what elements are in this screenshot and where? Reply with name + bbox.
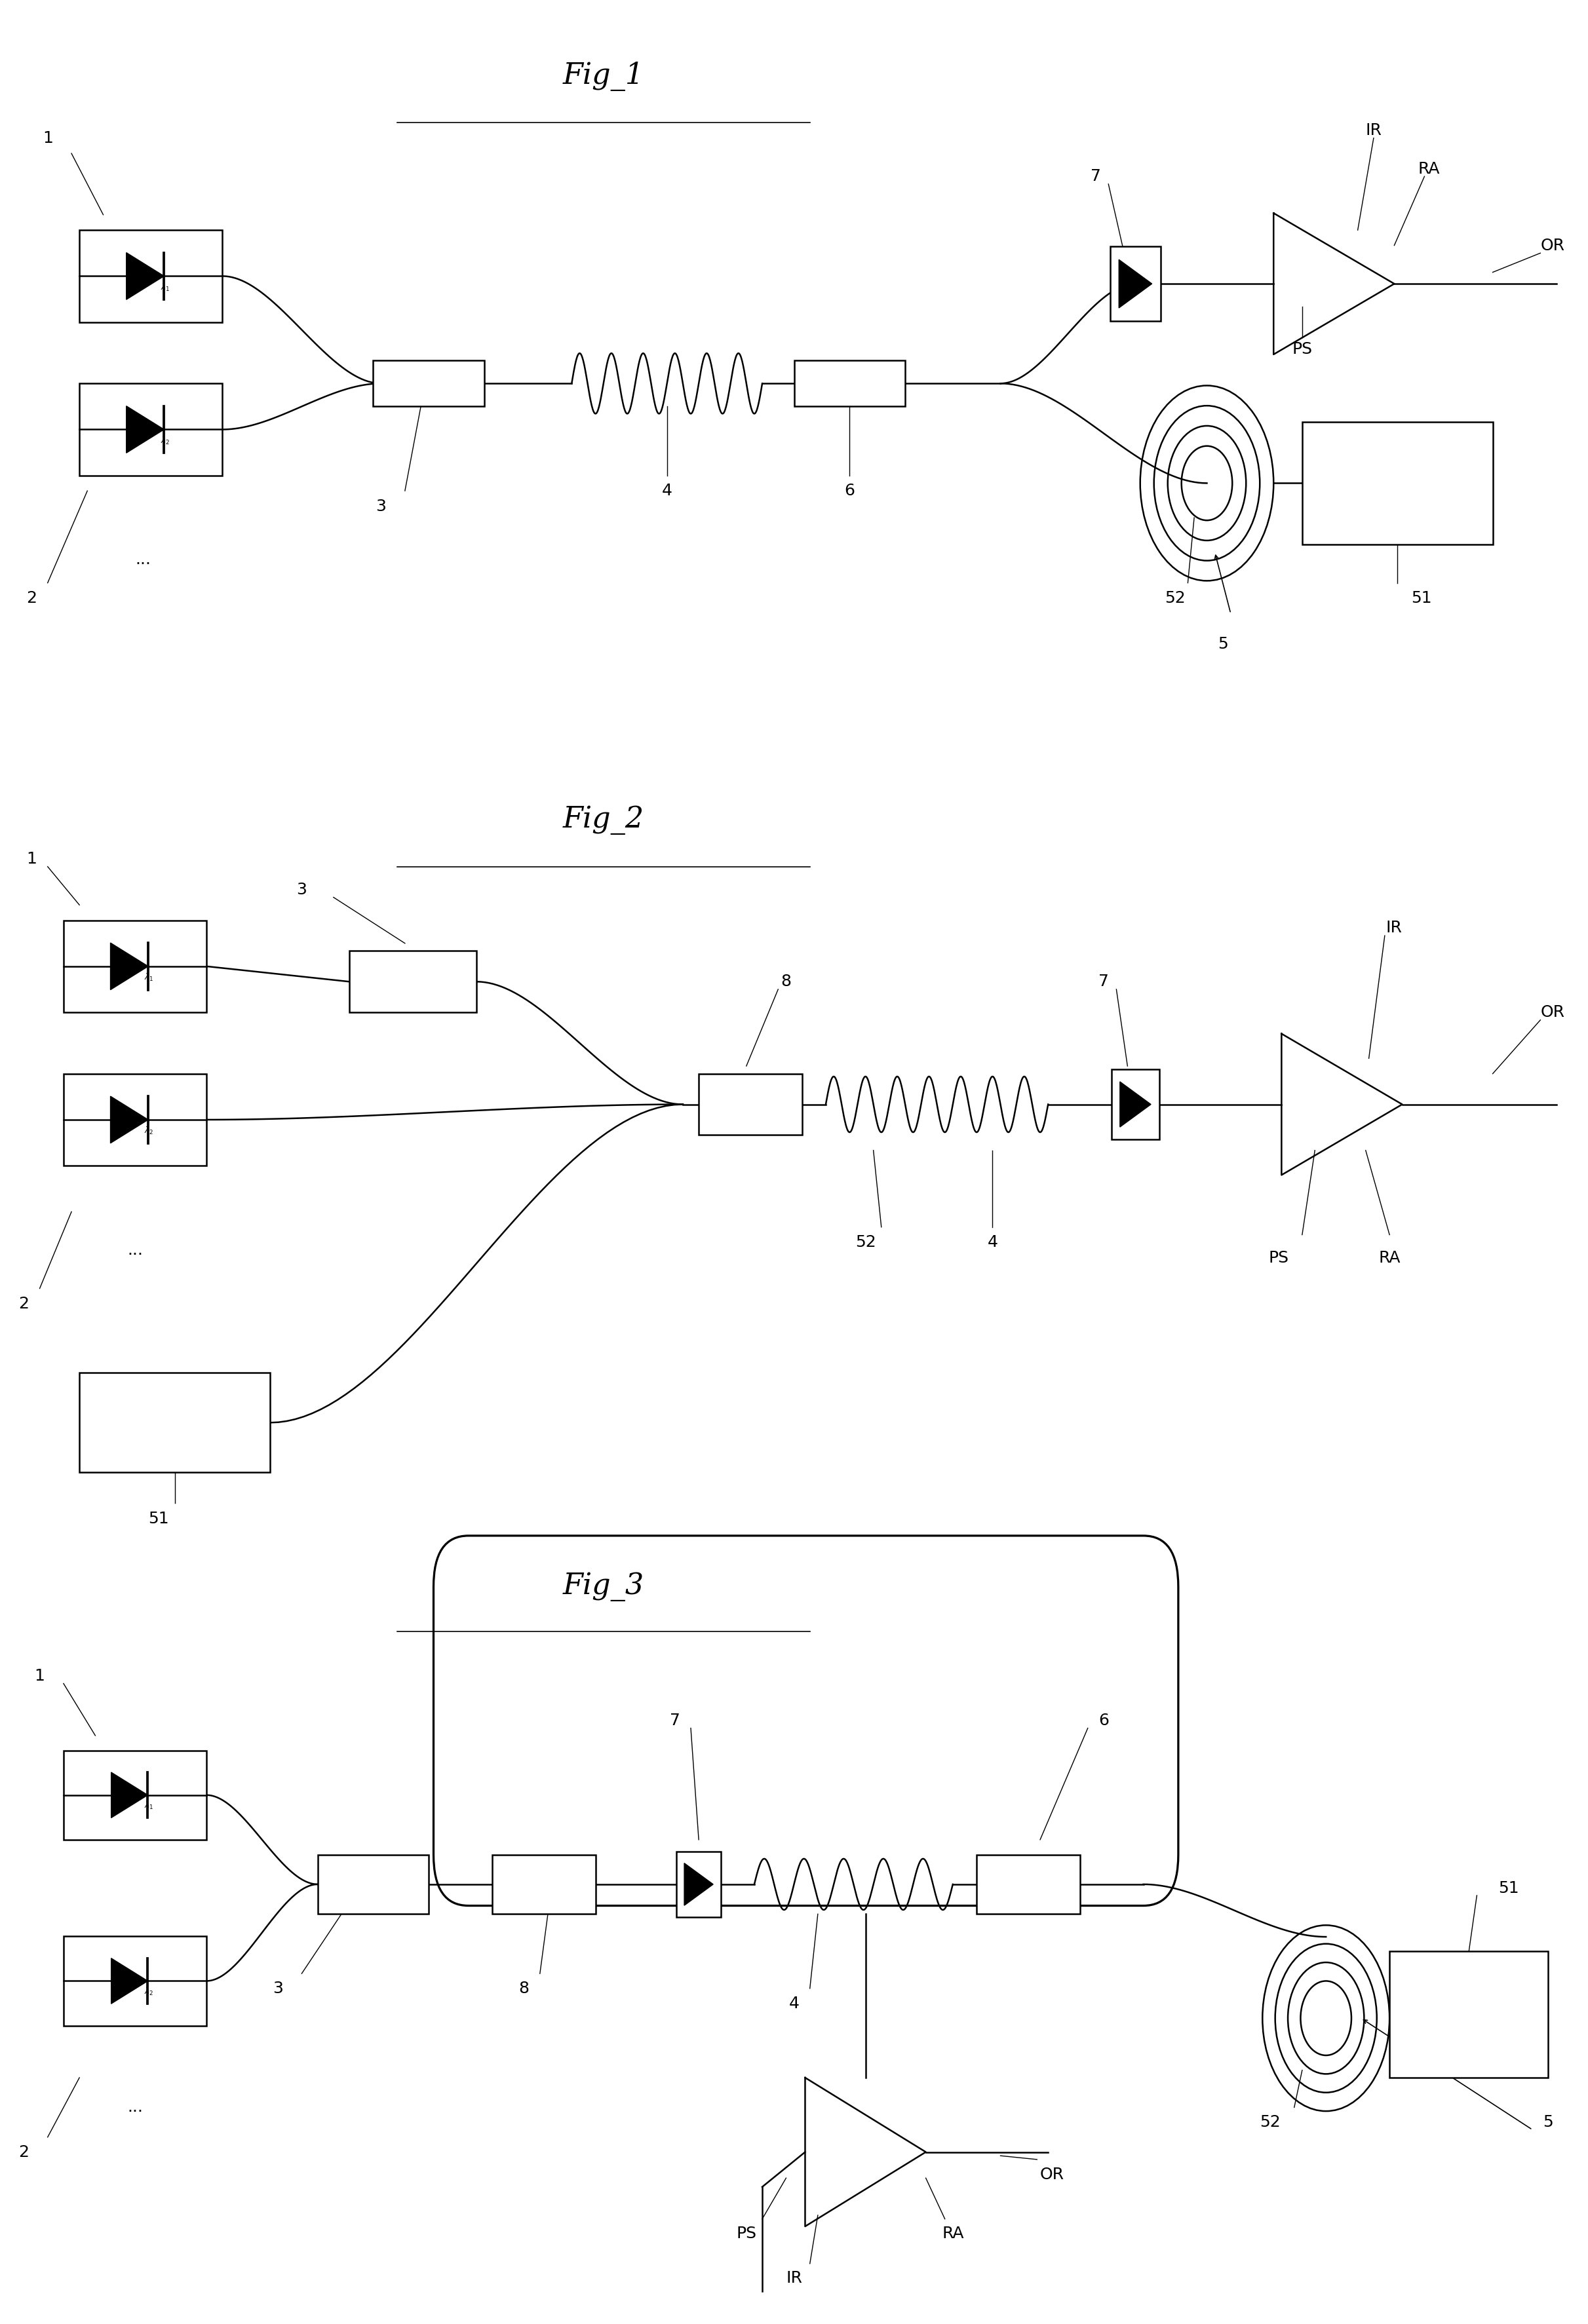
Bar <box>64 1936 206 2027</box>
Bar <box>318 1855 429 1915</box>
Text: ...: ... <box>135 553 151 567</box>
Text: IR: IR <box>1366 123 1382 137</box>
Bar <box>349 951 476 1013</box>
Text: 4: 4 <box>789 1996 799 2010</box>
Text: $\lambda_{2}$: $\lambda_{2}$ <box>145 1987 154 1996</box>
Text: ...: ... <box>127 1243 143 1257</box>
Text: RA: RA <box>1378 1250 1401 1267</box>
Text: 3: 3 <box>273 1980 283 1996</box>
Text: $\lambda_{2}$: $\lambda_{2}$ <box>145 1125 154 1136</box>
Text: 2: 2 <box>19 2145 29 2159</box>
Bar <box>1302 423 1493 544</box>
Polygon shape <box>684 1864 713 1906</box>
Bar <box>977 1855 1080 1915</box>
Text: Fig_3: Fig_3 <box>562 1571 645 1601</box>
Bar <box>699 1074 802 1134</box>
Polygon shape <box>111 944 148 990</box>
Bar <box>64 1074 206 1167</box>
Text: 4: 4 <box>662 483 672 500</box>
Text: 52: 52 <box>1259 2115 1282 2131</box>
Text: 6: 6 <box>845 483 854 500</box>
Text: 8: 8 <box>781 974 791 990</box>
Text: RA: RA <box>1418 160 1440 177</box>
Polygon shape <box>1120 1081 1151 1127</box>
Polygon shape <box>1120 260 1151 307</box>
Bar <box>64 920 206 1013</box>
Bar <box>79 230 222 323</box>
Text: 1: 1 <box>27 851 37 867</box>
Text: IR: IR <box>1386 920 1402 937</box>
Text: 2: 2 <box>27 590 37 607</box>
Bar <box>1390 1952 1548 2078</box>
Bar <box>64 1750 206 1841</box>
Bar <box>794 360 905 407</box>
Text: OR: OR <box>1540 237 1564 253</box>
Text: 5: 5 <box>1218 637 1228 653</box>
Polygon shape <box>127 253 164 300</box>
Text: $\lambda_{1}$: $\lambda_{1}$ <box>145 1801 154 1810</box>
Text: RA: RA <box>942 2226 964 2243</box>
Bar <box>1110 246 1161 321</box>
Text: PS: PS <box>1269 1250 1288 1267</box>
Text: 3: 3 <box>297 881 306 897</box>
Text: 52: 52 <box>1164 590 1186 607</box>
Text: ...: ... <box>127 2099 143 2115</box>
Text: 7: 7 <box>1099 974 1108 990</box>
Text: 51: 51 <box>148 1511 170 1527</box>
Text: $\lambda_{2}$: $\lambda_{2}$ <box>160 435 170 446</box>
Text: 1: 1 <box>35 1669 44 1685</box>
Text: Fig_2: Fig_2 <box>562 806 645 834</box>
Text: 1: 1 <box>43 130 52 146</box>
Polygon shape <box>127 407 164 453</box>
Text: OR: OR <box>1040 2166 1064 2182</box>
Bar <box>79 1373 270 1473</box>
Text: 51: 51 <box>1410 590 1432 607</box>
Bar <box>373 360 484 407</box>
Text: 52: 52 <box>854 1234 877 1250</box>
Text: 51: 51 <box>1497 1880 1520 1896</box>
Text: 2: 2 <box>19 1297 29 1311</box>
Text: $\lambda_{1}$: $\lambda_{1}$ <box>145 971 154 983</box>
Bar <box>676 1852 721 1917</box>
Text: 5: 5 <box>1544 2115 1553 2131</box>
Text: IR: IR <box>786 2271 802 2287</box>
Text: OR: OR <box>1540 1004 1564 1020</box>
Text: 8: 8 <box>519 1980 529 1996</box>
Text: PS: PS <box>1293 342 1312 358</box>
Text: 3: 3 <box>376 497 386 514</box>
Polygon shape <box>111 1097 148 1143</box>
Bar <box>1112 1069 1159 1139</box>
Polygon shape <box>111 1773 148 1817</box>
Bar <box>492 1855 596 1915</box>
Text: $\lambda_{1}$: $\lambda_{1}$ <box>160 281 170 293</box>
Text: Fig_1: Fig_1 <box>562 60 645 91</box>
Text: 7: 7 <box>670 1713 680 1729</box>
Text: 7: 7 <box>1091 170 1100 184</box>
Text: PS: PS <box>737 2226 756 2243</box>
Polygon shape <box>111 1959 148 2003</box>
Text: 4: 4 <box>988 1234 997 1250</box>
Text: 6: 6 <box>1099 1713 1108 1729</box>
Bar <box>79 383 222 476</box>
